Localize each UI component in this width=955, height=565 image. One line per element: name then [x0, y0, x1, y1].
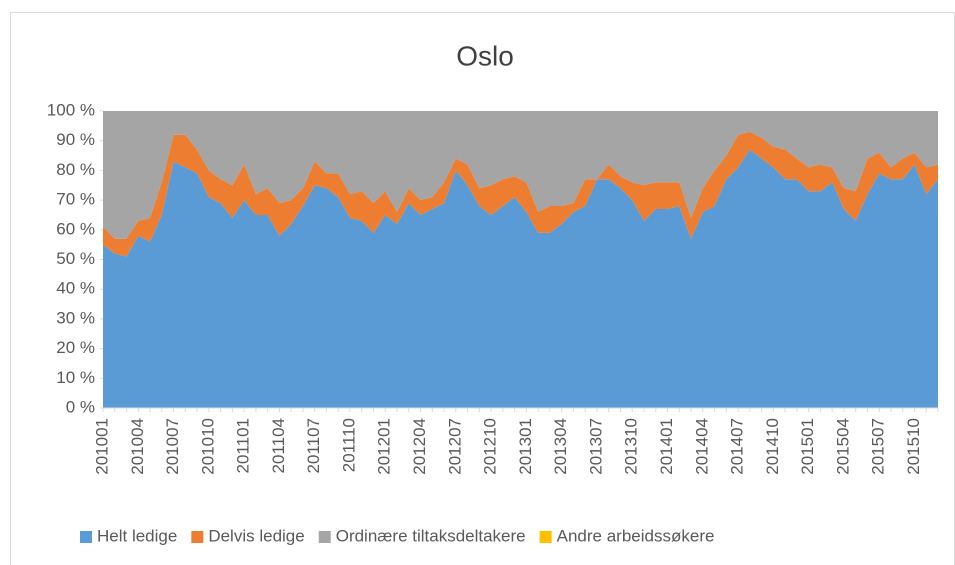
legend-swatch: [318, 531, 331, 543]
x-tick-label: 201201: [375, 418, 394, 475]
legend-label: Andre arbeidssøkere: [557, 526, 715, 545]
y-tick-label: 100 %: [47, 100, 95, 119]
y-tick-label: 20 %: [56, 338, 95, 357]
area: [103, 131, 938, 257]
x-tick-label: 201004: [128, 418, 147, 475]
x-tick-label: 201301: [516, 418, 535, 475]
x-tick-label: 201407: [728, 418, 747, 475]
y-tick-label: 30 %: [56, 308, 95, 327]
x-tick-label: 201510: [904, 418, 923, 475]
legend-swatch: [80, 531, 92, 543]
x-tick-label: 201204: [410, 418, 429, 475]
x-tick-label: 201501: [798, 418, 817, 475]
x-tick-label: 201110: [339, 418, 358, 472]
y-tick-label: 60 %: [56, 219, 95, 238]
x-tick-label: 201010: [198, 418, 217, 475]
x-tick-label: 201101: [234, 418, 253, 473]
legend-label: Ordinære tiltaksdeltakere: [336, 526, 526, 545]
x-tick-label: 201107: [304, 418, 323, 473]
x-tick-label: 201210: [481, 418, 500, 475]
area: [103, 149, 938, 409]
area: [103, 111, 938, 239]
legend-label: Helt ledige: [97, 526, 177, 545]
legend-swatch: [539, 531, 552, 543]
legend-label: Delvis ledige: [208, 526, 304, 545]
x-tick-label: 201001: [92, 418, 111, 475]
y-tick-label: 40 %: [56, 279, 95, 298]
x-tick-label: 201307: [586, 418, 605, 475]
y-tick-label: 0 %: [66, 397, 95, 416]
y-tick-label: 80 %: [56, 160, 95, 179]
legend-swatch: [191, 531, 204, 543]
x-tick-label: 201507: [869, 418, 888, 475]
y-tick-label: 90 %: [56, 130, 95, 149]
y-tick-label: 50 %: [56, 249, 95, 268]
x-tick-label: 201304: [551, 418, 570, 475]
x-tick-label: 201404: [692, 418, 711, 475]
x-tick-label: 201310: [622, 418, 641, 475]
y-tick-label: 70 %: [56, 190, 95, 209]
x-tick-label: 201401: [657, 418, 676, 475]
y-tick-label: 10 %: [56, 368, 95, 387]
chart-title: Oslo: [456, 40, 514, 71]
x-tick-label: 201104: [269, 418, 288, 473]
x-tick-label: 201410: [763, 418, 782, 475]
x-tick-label: 201007: [163, 418, 182, 475]
x-tick-label: 201207: [445, 418, 464, 475]
x-tick-label: 201504: [833, 418, 852, 475]
